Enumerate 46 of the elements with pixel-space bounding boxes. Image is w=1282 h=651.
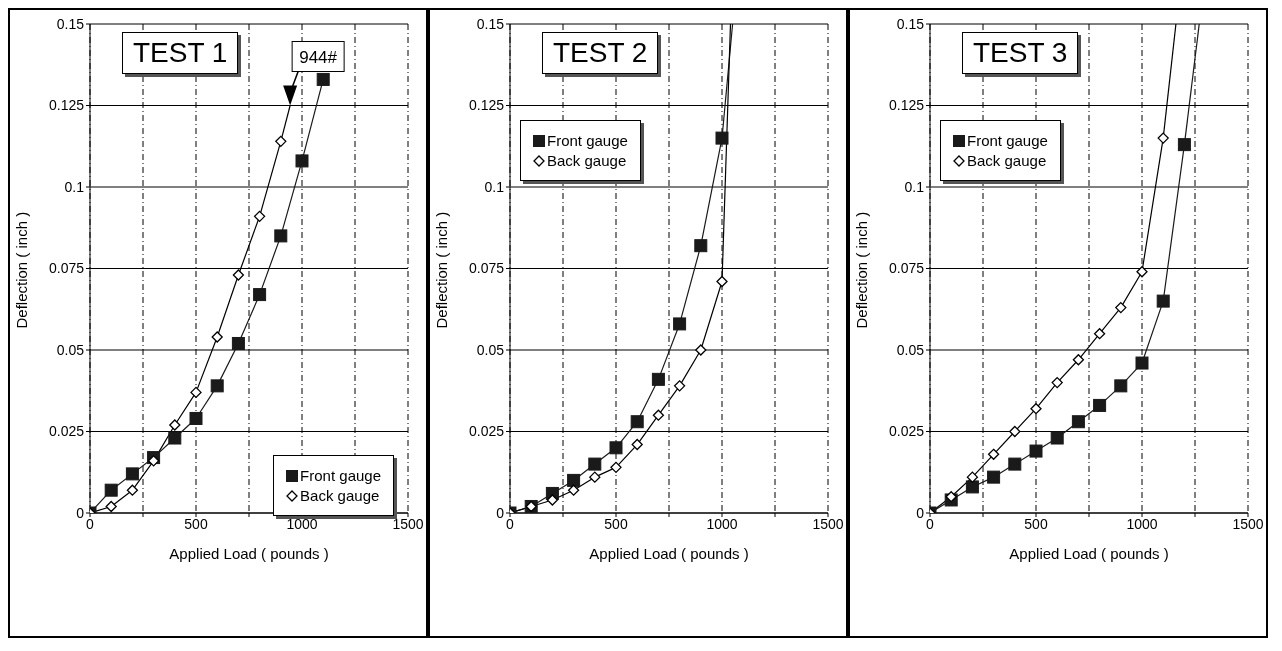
y-tick-label: 0.15 [56,15,85,32]
y-tick-label: 0.025 [468,423,505,440]
y-tick-label: 0 [76,504,85,521]
y-axis-title: Deflection ( inch ) [853,211,871,329]
y-tick-label: 0.05 [476,341,505,358]
y-tick-label: 0.075 [48,260,85,277]
x-tick-label: 500 [604,515,628,532]
x-tick-label: 500 [184,515,208,532]
legend-label: Front gauge [300,467,381,484]
x-axis-title: Applied Load ( pounds ) [1009,545,1169,562]
x-axis-title: Applied Load ( pounds ) [169,545,329,562]
x-tick-label: 1000 [1126,515,1158,532]
text: TEST 1 [122,32,239,74]
y-tick-label: 0.1 [484,178,505,195]
y-tick-label: 0.025 [48,423,85,440]
y-tick-label: 0.05 [896,341,925,358]
legend-label: Back gauge [300,487,380,504]
x-tick-label: 500 [1024,515,1048,532]
y-tick-label: 0.075 [888,260,925,277]
annotation: 944# [299,47,338,67]
x-tick-label: 1500 [812,515,844,532]
y-axis-title: Deflection ( inch ) [13,211,31,329]
y-tick-label: 0.075 [468,260,505,277]
x-axis-title: Applied Load ( pounds ) [589,545,749,562]
x-tick-label: 1500 [1232,515,1264,532]
y-tick-label: 0.1 [64,178,85,195]
x-tick-label: 1000 [286,515,318,532]
y-tick-label: 0.125 [888,97,925,114]
legend-label: Back gauge [547,152,627,169]
y-tick-label: 0.1 [904,178,925,195]
y-tick-label: 0 [496,504,505,521]
text: TEST 2 [542,32,659,74]
y-tick-label: 0.025 [888,423,925,440]
x-tick-label: 1000 [706,515,738,532]
y-tick-label: 0.125 [48,97,85,114]
legend-label: Front gauge [547,132,628,149]
y-axis-title: Deflection ( inch ) [433,211,451,329]
y-tick-label: 0.05 [56,341,85,358]
y-tick-label: 0.15 [476,15,505,32]
text: TEST 3 [962,32,1079,74]
legend-label: Front gauge [967,132,1048,149]
y-tick-label: 0 [916,504,925,521]
legend-label: Back gauge [967,152,1047,169]
y-tick-label: 0.125 [468,97,505,114]
x-tick-label: 1500 [392,515,424,532]
y-tick-label: 0.15 [896,15,925,32]
